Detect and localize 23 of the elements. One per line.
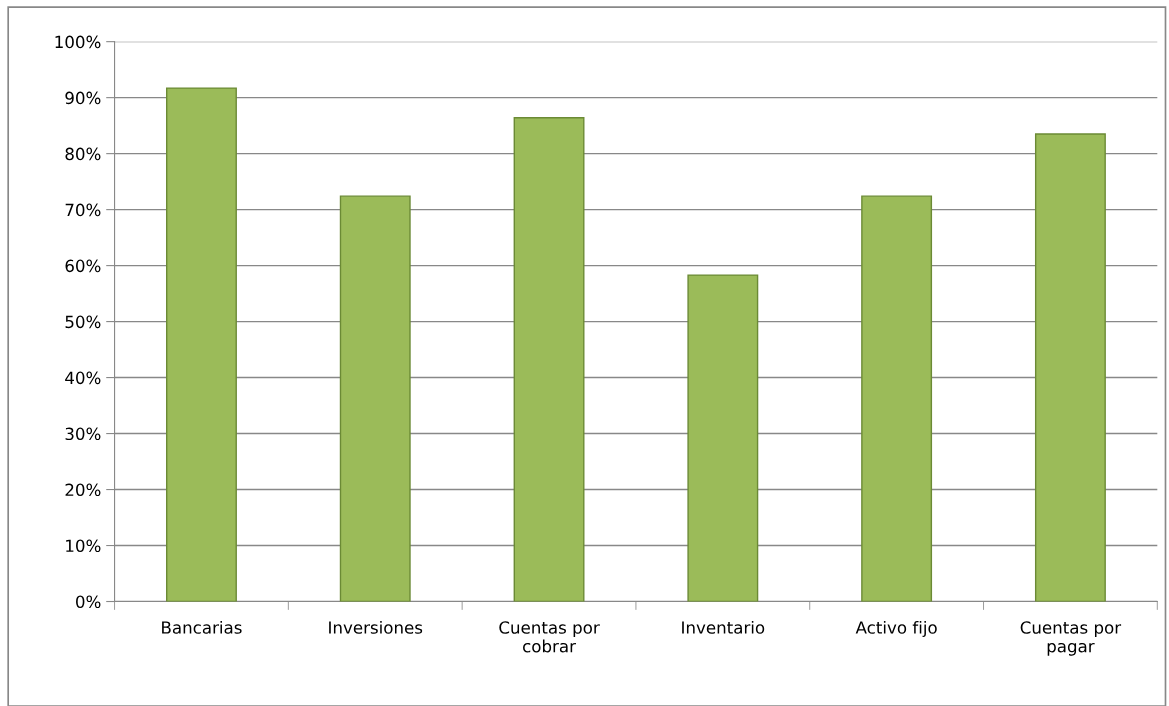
x-tick-label: Bancarias bbox=[162, 620, 242, 634]
y-tick-label: 30% bbox=[65, 427, 101, 441]
x-tick-label: Cuentas por pagar bbox=[1020, 621, 1122, 656]
bar bbox=[861, 195, 933, 602]
y-tick-label: 10% bbox=[66, 539, 101, 553]
y-tick-label: 0% bbox=[76, 595, 101, 609]
y-tick-label: 20% bbox=[65, 483, 101, 497]
y-tick-label: 50% bbox=[65, 315, 101, 329]
x-tick-label: Inversiones bbox=[329, 620, 423, 634]
y-tick-label: 70% bbox=[65, 203, 101, 217]
bar bbox=[339, 195, 411, 602]
x-tick-label: Activo fijo bbox=[855, 620, 937, 638]
y-tick-label: 40% bbox=[65, 371, 101, 385]
y-tick-label: 60% bbox=[65, 259, 101, 273]
bar bbox=[166, 87, 237, 602]
y-tick-label: 100% bbox=[55, 35, 101, 49]
bar bbox=[687, 274, 759, 602]
bar bbox=[513, 117, 585, 602]
x-tick-label: Cuentas por cobrar bbox=[499, 621, 600, 653]
y-tick-label: 90% bbox=[65, 91, 101, 105]
x-tick-label: Inventario bbox=[682, 620, 765, 634]
bar bbox=[1034, 133, 1106, 602]
y-tick-label: 80% bbox=[65, 147, 101, 161]
